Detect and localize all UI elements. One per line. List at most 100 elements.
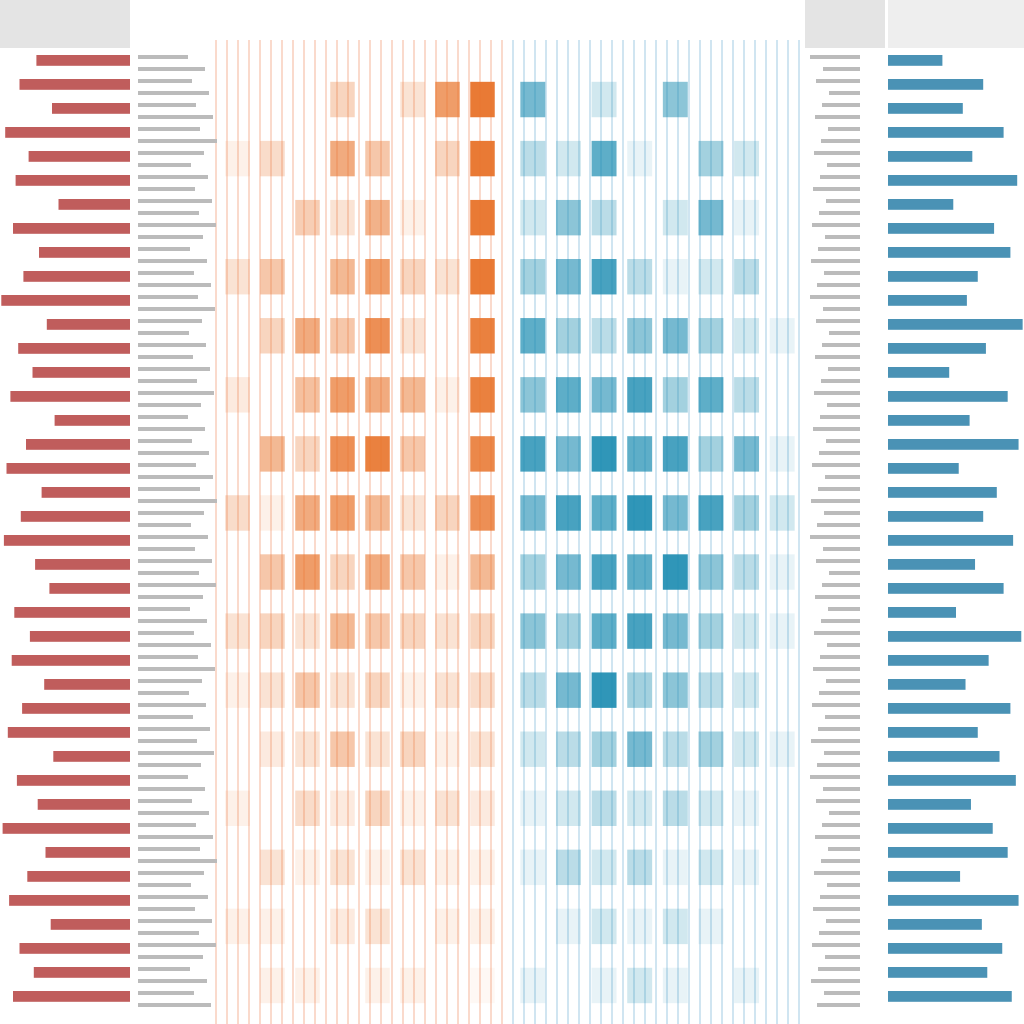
heat-cell bbox=[734, 436, 760, 472]
heat-cell bbox=[591, 554, 617, 590]
label-placeholder bbox=[138, 319, 202, 323]
bar bbox=[13, 991, 130, 1002]
heat-cell bbox=[662, 849, 688, 886]
heat-cell bbox=[555, 672, 581, 708]
label-placeholder bbox=[814, 871, 860, 875]
label-placeholder bbox=[138, 931, 199, 935]
label-placeholder bbox=[138, 79, 192, 83]
header-right bbox=[805, 0, 885, 48]
bar bbox=[50, 919, 131, 930]
heat-cell bbox=[365, 908, 390, 945]
label-placeholder bbox=[822, 823, 860, 827]
heat-cell bbox=[400, 318, 425, 354]
heat-cell bbox=[365, 495, 390, 531]
label-placeholder bbox=[827, 403, 860, 407]
label-placeholder bbox=[822, 343, 860, 347]
label-placeholder bbox=[138, 175, 208, 179]
heat-cell bbox=[330, 81, 355, 118]
heat-cell bbox=[555, 790, 581, 826]
heat-cell bbox=[591, 672, 617, 708]
label-placeholder bbox=[826, 199, 860, 203]
heat-cell bbox=[769, 318, 795, 354]
bar bbox=[54, 415, 130, 426]
label-placeholder bbox=[138, 643, 211, 647]
heat-cell bbox=[520, 436, 546, 472]
label-placeholder bbox=[817, 763, 860, 767]
bar bbox=[6, 463, 130, 474]
heat-cell bbox=[662, 495, 688, 531]
label-placeholder bbox=[820, 415, 860, 419]
label-placeholder bbox=[825, 715, 860, 719]
heat-cell bbox=[365, 377, 390, 413]
label-placeholder bbox=[138, 331, 189, 335]
heat-cell bbox=[365, 259, 390, 295]
heat-cell bbox=[470, 967, 495, 1004]
heat-cell bbox=[662, 199, 688, 236]
heat-cell bbox=[400, 731, 425, 767]
label-placeholder bbox=[138, 571, 199, 575]
label-placeholder bbox=[823, 67, 860, 71]
heat-cell bbox=[591, 613, 617, 649]
header-left bbox=[0, 0, 130, 48]
label-placeholder bbox=[816, 799, 860, 803]
heat-cell bbox=[520, 259, 546, 295]
bar bbox=[888, 319, 1023, 330]
heat-cell bbox=[330, 554, 355, 590]
label-placeholder bbox=[138, 103, 196, 107]
heat-cell bbox=[470, 790, 495, 826]
label-placeholder bbox=[827, 163, 860, 167]
heat-cell bbox=[627, 672, 653, 708]
bar bbox=[888, 79, 984, 90]
label-placeholder bbox=[810, 55, 860, 59]
heat-cell bbox=[627, 140, 653, 177]
heat-cell bbox=[627, 731, 653, 767]
label-placeholder bbox=[821, 139, 860, 143]
heat-cell bbox=[698, 672, 724, 708]
heat-cell bbox=[365, 967, 390, 1004]
heat-cell bbox=[734, 967, 760, 1004]
label-placeholder bbox=[824, 991, 860, 995]
label-placeholder bbox=[824, 271, 860, 275]
heat-cell bbox=[662, 436, 688, 472]
label-placeholder bbox=[138, 751, 214, 755]
heat-cell bbox=[662, 967, 688, 1004]
bar bbox=[888, 367, 950, 378]
label-placeholder bbox=[138, 847, 200, 851]
label-placeholder bbox=[138, 187, 195, 191]
bar bbox=[46, 319, 130, 330]
bar bbox=[19, 79, 130, 90]
bar bbox=[888, 823, 993, 834]
heat-cell bbox=[260, 140, 285, 177]
heat-cell bbox=[260, 554, 285, 590]
heat-cell bbox=[662, 613, 688, 649]
label-placeholder bbox=[822, 103, 860, 107]
heat-cell bbox=[520, 377, 546, 413]
bar bbox=[2, 823, 131, 834]
heat-cell bbox=[435, 908, 460, 945]
label-placeholder bbox=[138, 475, 213, 479]
label-placeholder bbox=[138, 1003, 211, 1007]
heat-cell bbox=[260, 318, 285, 354]
bar bbox=[53, 751, 130, 762]
bar bbox=[888, 271, 978, 282]
bar bbox=[11, 655, 131, 666]
bar bbox=[35, 559, 130, 570]
heat-cell bbox=[591, 908, 617, 945]
heat-cell bbox=[555, 318, 581, 354]
bar bbox=[14, 607, 130, 618]
heat-cell bbox=[555, 613, 581, 649]
bar bbox=[888, 871, 961, 882]
label-placeholder bbox=[138, 967, 190, 971]
label-placeholder bbox=[822, 583, 860, 587]
label-placeholder bbox=[817, 523, 860, 527]
heat-cell bbox=[662, 908, 688, 945]
heat-cell bbox=[591, 199, 617, 236]
heat-cell bbox=[295, 613, 320, 649]
label-placeholder bbox=[138, 775, 188, 779]
label-placeholder bbox=[812, 463, 860, 467]
heat-cell bbox=[662, 259, 688, 295]
heat-cell bbox=[662, 318, 688, 354]
label-placeholder bbox=[813, 667, 860, 671]
heat-cell bbox=[435, 731, 460, 767]
label-placeholder bbox=[812, 943, 860, 947]
